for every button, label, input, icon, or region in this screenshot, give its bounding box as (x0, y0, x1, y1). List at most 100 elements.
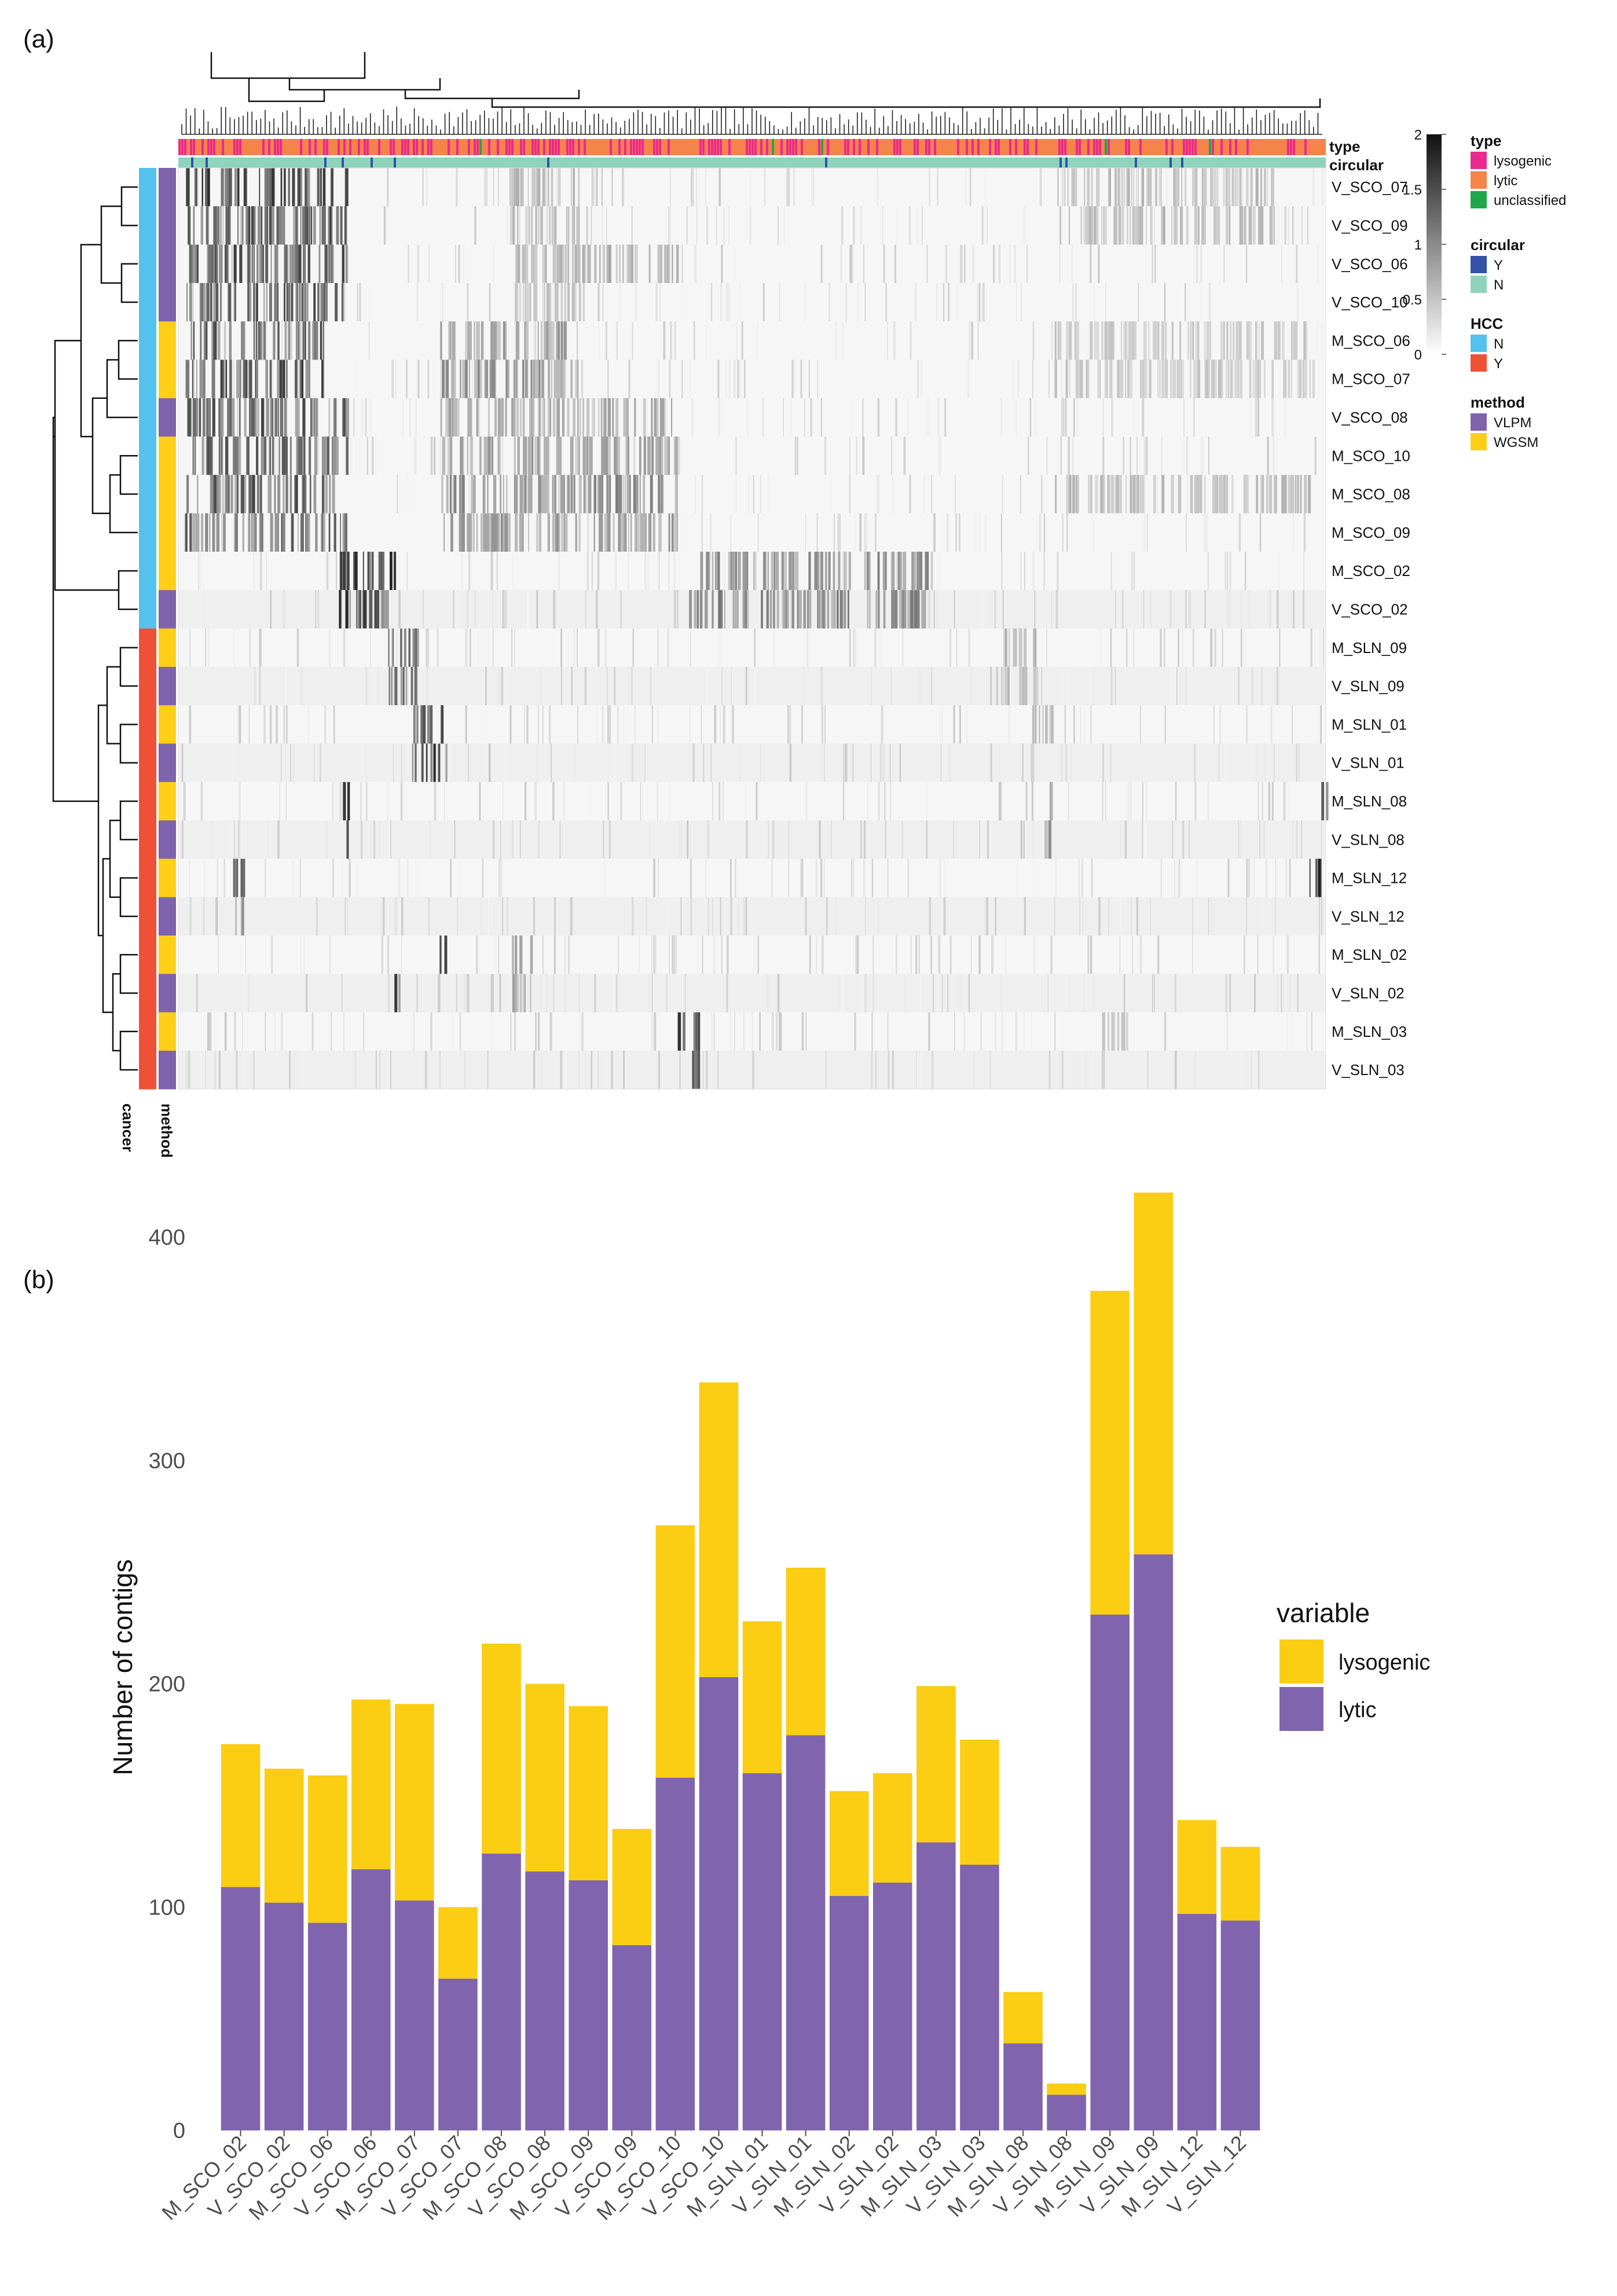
heatmap-cell (1231, 475, 1234, 514)
type-cell-lysogenic (786, 139, 789, 155)
heatmap-cell (749, 206, 752, 245)
heatmap-cell (234, 628, 236, 667)
heatmap-cell (1084, 705, 1086, 744)
heatmap-cell (745, 666, 747, 706)
heatmap-cell (752, 1050, 755, 1090)
heatmap-cell (372, 552, 374, 590)
heatmap-cell (581, 360, 583, 398)
heatmap-cell (365, 590, 367, 629)
type-cell-lysogenic (859, 139, 861, 155)
heatmap-cell (677, 437, 680, 475)
heatmap-cell (483, 437, 486, 475)
heatmap-cell (582, 283, 585, 322)
heatmap-cell (416, 666, 418, 706)
heatmap-cell (343, 1012, 344, 1051)
heatmap-cell (1196, 244, 1198, 283)
heatmap-cell (562, 244, 565, 283)
heatmap-cell (908, 206, 911, 245)
heatmap-cell (1075, 283, 1077, 322)
heatmap-cell (1074, 321, 1077, 360)
heatmap-cell (251, 513, 254, 552)
heatmap-cell (366, 437, 368, 475)
heatmap-cell (498, 398, 501, 437)
y-tick-label: 0 (173, 2119, 185, 2143)
heatmap-cell (530, 398, 533, 437)
heatmap-cell (552, 782, 555, 821)
heatmap-cell (1289, 360, 1291, 398)
heatmap-cell (1002, 590, 1004, 629)
heatmap-cell (542, 705, 544, 744)
heatmap-cell (939, 705, 941, 744)
heatmap-cell (233, 398, 235, 437)
heatmap-cell (1229, 168, 1230, 207)
heatmap-cell (994, 590, 996, 629)
heatmap-cell (577, 360, 579, 398)
heatmap-cell (520, 168, 523, 207)
heatmap-cell (489, 360, 493, 398)
heatmap-cell (551, 398, 553, 437)
heatmap-cell (541, 475, 544, 514)
heatmap-cell (439, 1050, 441, 1090)
heatmap-cell (1285, 859, 1287, 897)
heatmap-cell (387, 168, 389, 207)
heatmap-cell (476, 513, 478, 552)
heatmap-cell (1090, 321, 1092, 360)
heatmap-cell (330, 1012, 331, 1051)
heatmap-cell (1307, 206, 1309, 245)
heatmap-cell (921, 1050, 923, 1090)
heatmap-cell (1107, 475, 1110, 514)
heatmap-cell (563, 782, 565, 821)
heatmap-cell (518, 321, 520, 360)
heatmap-cell (1222, 475, 1224, 514)
type-annotation-bar (178, 139, 1326, 155)
heatmap-cell (283, 475, 284, 514)
heatmap-cell (295, 475, 298, 514)
circular-n-label: N (1494, 277, 1504, 293)
heatmap-cell (308, 321, 311, 360)
heatmap-cell (311, 1012, 314, 1051)
heatmap-cell (484, 168, 486, 207)
heatmap-cell (564, 283, 566, 322)
heatmap-cell (705, 590, 708, 629)
heatmap-cell (1160, 168, 1162, 207)
heatmap-cell (502, 666, 504, 706)
heatmap-cell (718, 590, 721, 629)
heatmap-cell (512, 552, 514, 590)
heatmap-cell (839, 244, 842, 283)
heatmap-cell (1192, 321, 1194, 360)
heatmap-cell (341, 283, 344, 322)
heatmap-cell (658, 513, 662, 552)
heatmap-cell (460, 437, 463, 475)
heatmap-cell (266, 206, 269, 245)
heatmap-cell (395, 628, 398, 667)
heatmap-cell (499, 974, 501, 1013)
heatmap-cell (328, 168, 331, 207)
heatmap-cell (231, 244, 233, 283)
heatmap-cell (1289, 974, 1291, 1013)
bar-lytic (742, 1773, 782, 2130)
heatmap-cell (718, 782, 721, 821)
heatmap-cell (233, 437, 235, 475)
heatmap-cell (498, 936, 500, 974)
heatmap-cell (517, 168, 519, 207)
heatmap-cell (1170, 360, 1172, 398)
heatmap-cell (453, 360, 456, 398)
heatmap-cell (849, 244, 852, 283)
heatmap-cell (300, 206, 302, 245)
heatmap-cell (219, 475, 221, 514)
heatmap-cell (266, 283, 267, 322)
heatmap-cell (1246, 475, 1249, 514)
heatmap-cell (347, 782, 350, 821)
heatmap-cell (303, 936, 305, 974)
heatmap-cell (899, 743, 901, 782)
heatmap-cell (1120, 820, 1122, 859)
heatmap-cell (1057, 168, 1059, 207)
heatmap-cell (178, 782, 180, 821)
heatmap-cell (883, 244, 885, 283)
heatmap-cell (589, 244, 591, 283)
heatmap-cell (449, 437, 453, 475)
type-cell-lysogenic (754, 139, 757, 155)
heatmap-cell (589, 782, 591, 821)
heatmap-cell (1172, 360, 1175, 398)
heatmap-cell (918, 666, 921, 706)
